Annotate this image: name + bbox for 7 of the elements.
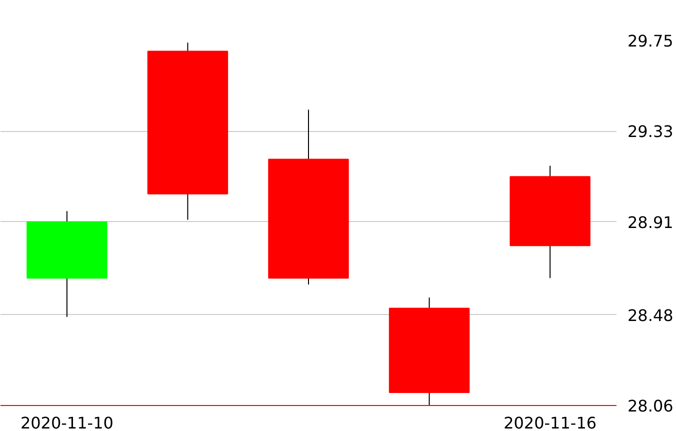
y-tick-label: 28.06 bbox=[628, 396, 674, 416]
x-tick-label: 2020-11-10 bbox=[20, 414, 114, 431]
y-tick-label: 28.48 bbox=[628, 306, 674, 325]
y-tick-label: 28.91 bbox=[628, 212, 674, 232]
x-tick-label: 2020-11-16 bbox=[504, 414, 597, 431]
y-tick-label: 29.75 bbox=[628, 32, 674, 50]
y-tick-label: 29.33 bbox=[628, 122, 674, 142]
